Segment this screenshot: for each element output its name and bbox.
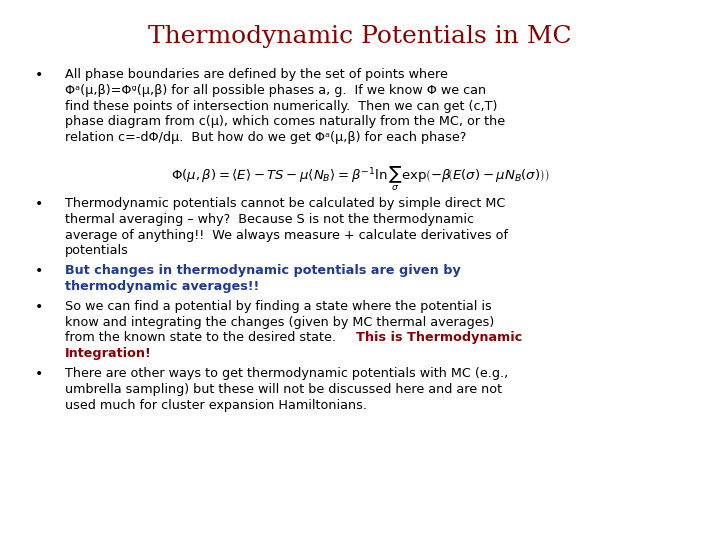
Text: know and integrating the changes (given by MC thermal averages): know and integrating the changes (given … <box>65 315 494 329</box>
Text: used much for cluster expansion Hamiltonians.: used much for cluster expansion Hamilton… <box>65 399 367 411</box>
Text: find these points of intersection numerically.  Then we can get (c,T): find these points of intersection numeri… <box>65 99 498 113</box>
Text: But changes in thermodynamic potentials are given by: But changes in thermodynamic potentials … <box>65 264 461 277</box>
Text: average of anything!!  We always measure + calculate derivatives of: average of anything!! We always measure … <box>65 228 508 241</box>
Text: from the known state to the desired state.: from the known state to the desired stat… <box>65 332 344 345</box>
Text: •: • <box>35 68 43 82</box>
Text: $\Phi(\mu,\beta)=\langle E\rangle-TS-\mu\langle N_B\rangle=\beta^{-1}\ln\sum_\si: $\Phi(\mu,\beta)=\langle E\rangle-TS-\mu… <box>171 165 549 193</box>
Text: •: • <box>35 300 43 314</box>
Text: Φᵃ(μ,β)=Φᵍ(μ,β) for all possible phases a, g.  If we know Φ we can: Φᵃ(μ,β)=Φᵍ(μ,β) for all possible phases … <box>65 84 486 97</box>
Text: Thermodynamic potentials cannot be calculated by simple direct MC: Thermodynamic potentials cannot be calcu… <box>65 197 505 210</box>
Text: relation c=-dΦ/dμ.  But how do we get Φᵃ(μ,β) for each phase?: relation c=-dΦ/dμ. But how do we get Φᵃ(… <box>65 131 467 144</box>
Text: •: • <box>35 367 43 381</box>
Text: This is Thermodynamic: This is Thermodynamic <box>356 332 523 345</box>
Text: There are other ways to get thermodynamic potentials with MC (e.g.,: There are other ways to get thermodynami… <box>65 367 508 380</box>
Text: thermodynamic averages!!: thermodynamic averages!! <box>65 280 259 293</box>
Text: •: • <box>35 197 43 211</box>
Text: thermal averaging – why?  Because S is not the thermodynamic: thermal averaging – why? Because S is no… <box>65 213 474 226</box>
Text: •: • <box>35 264 43 278</box>
Text: Thermodynamic Potentials in MC: Thermodynamic Potentials in MC <box>148 25 572 48</box>
Text: Integration!: Integration! <box>65 347 152 360</box>
Text: So we can find a potential by finding a state where the potential is: So we can find a potential by finding a … <box>65 300 492 313</box>
Text: umbrella sampling) but these will not be discussed here and are not: umbrella sampling) but these will not be… <box>65 383 502 396</box>
Text: phase diagram from c(μ), which comes naturally from the MC, or the: phase diagram from c(μ), which comes nat… <box>65 116 505 129</box>
Text: potentials: potentials <box>65 245 129 258</box>
Text: All phase boundaries are defined by the set of points where: All phase boundaries are defined by the … <box>65 68 448 81</box>
